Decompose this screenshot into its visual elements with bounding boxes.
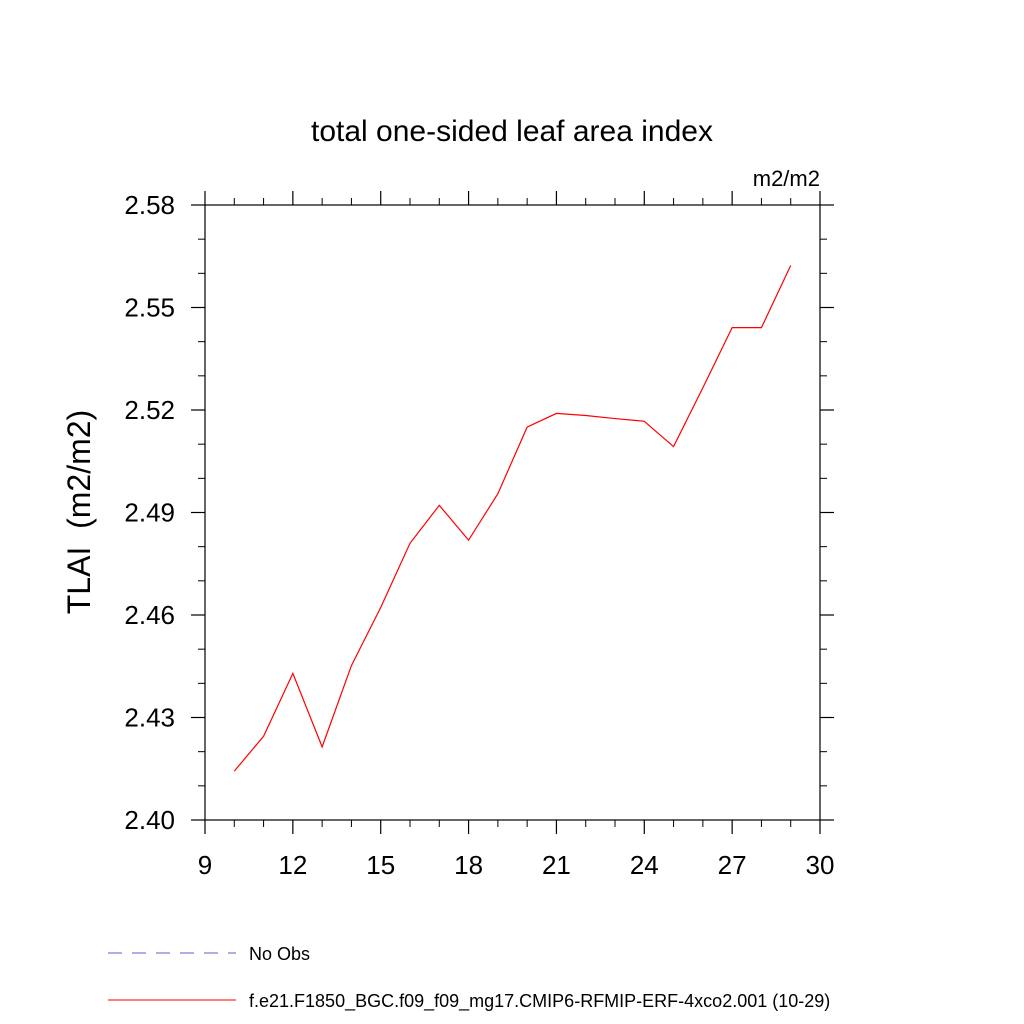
series-line-1	[233, 265, 792, 772]
legend-label: No Obs	[249, 944, 310, 964]
y-tick-label: 2.49	[124, 498, 175, 528]
chart-title: total one-sided leaf area index	[311, 115, 713, 148]
y-tick-label: 2.40	[124, 805, 175, 835]
x-tick-label: 30	[806, 850, 835, 880]
y-tick-label: 2.43	[124, 703, 175, 733]
legend-label: f.e21.F1850_BGC.f09_f09_mg17.CMIP6-RFMIP…	[249, 991, 830, 1012]
y-tick-label: 2.58	[124, 190, 175, 220]
x-tick-label: 24	[630, 850, 659, 880]
x-tick-label: 12	[278, 850, 307, 880]
x-tick-label: 15	[366, 850, 395, 880]
y-tick-label: 2.55	[124, 293, 175, 323]
y-axis-label: TLAI (m2/m2)	[61, 410, 97, 614]
legend: No Obs f.e21.F1850_BGC.f09_f09_mg17.CMIP6…	[108, 944, 830, 1012]
series-layer	[233, 265, 792, 772]
units-label: m2/m2	[753, 166, 820, 191]
y-tick-label: 2.46	[124, 600, 175, 630]
x-tick-label: 21	[542, 850, 571, 880]
y-tick-label: 2.52	[124, 395, 175, 425]
plot-frame	[204, 204, 821, 821]
axes: 9 12 15 18 21 24 27 30 2.40 2.43 2.46 2.49 2.52 2.55 2…	[124, 190, 834, 880]
x-tick-label: 27	[718, 850, 747, 880]
x-tick-label: 18	[454, 850, 483, 880]
x-tick-label: 9	[198, 850, 212, 880]
